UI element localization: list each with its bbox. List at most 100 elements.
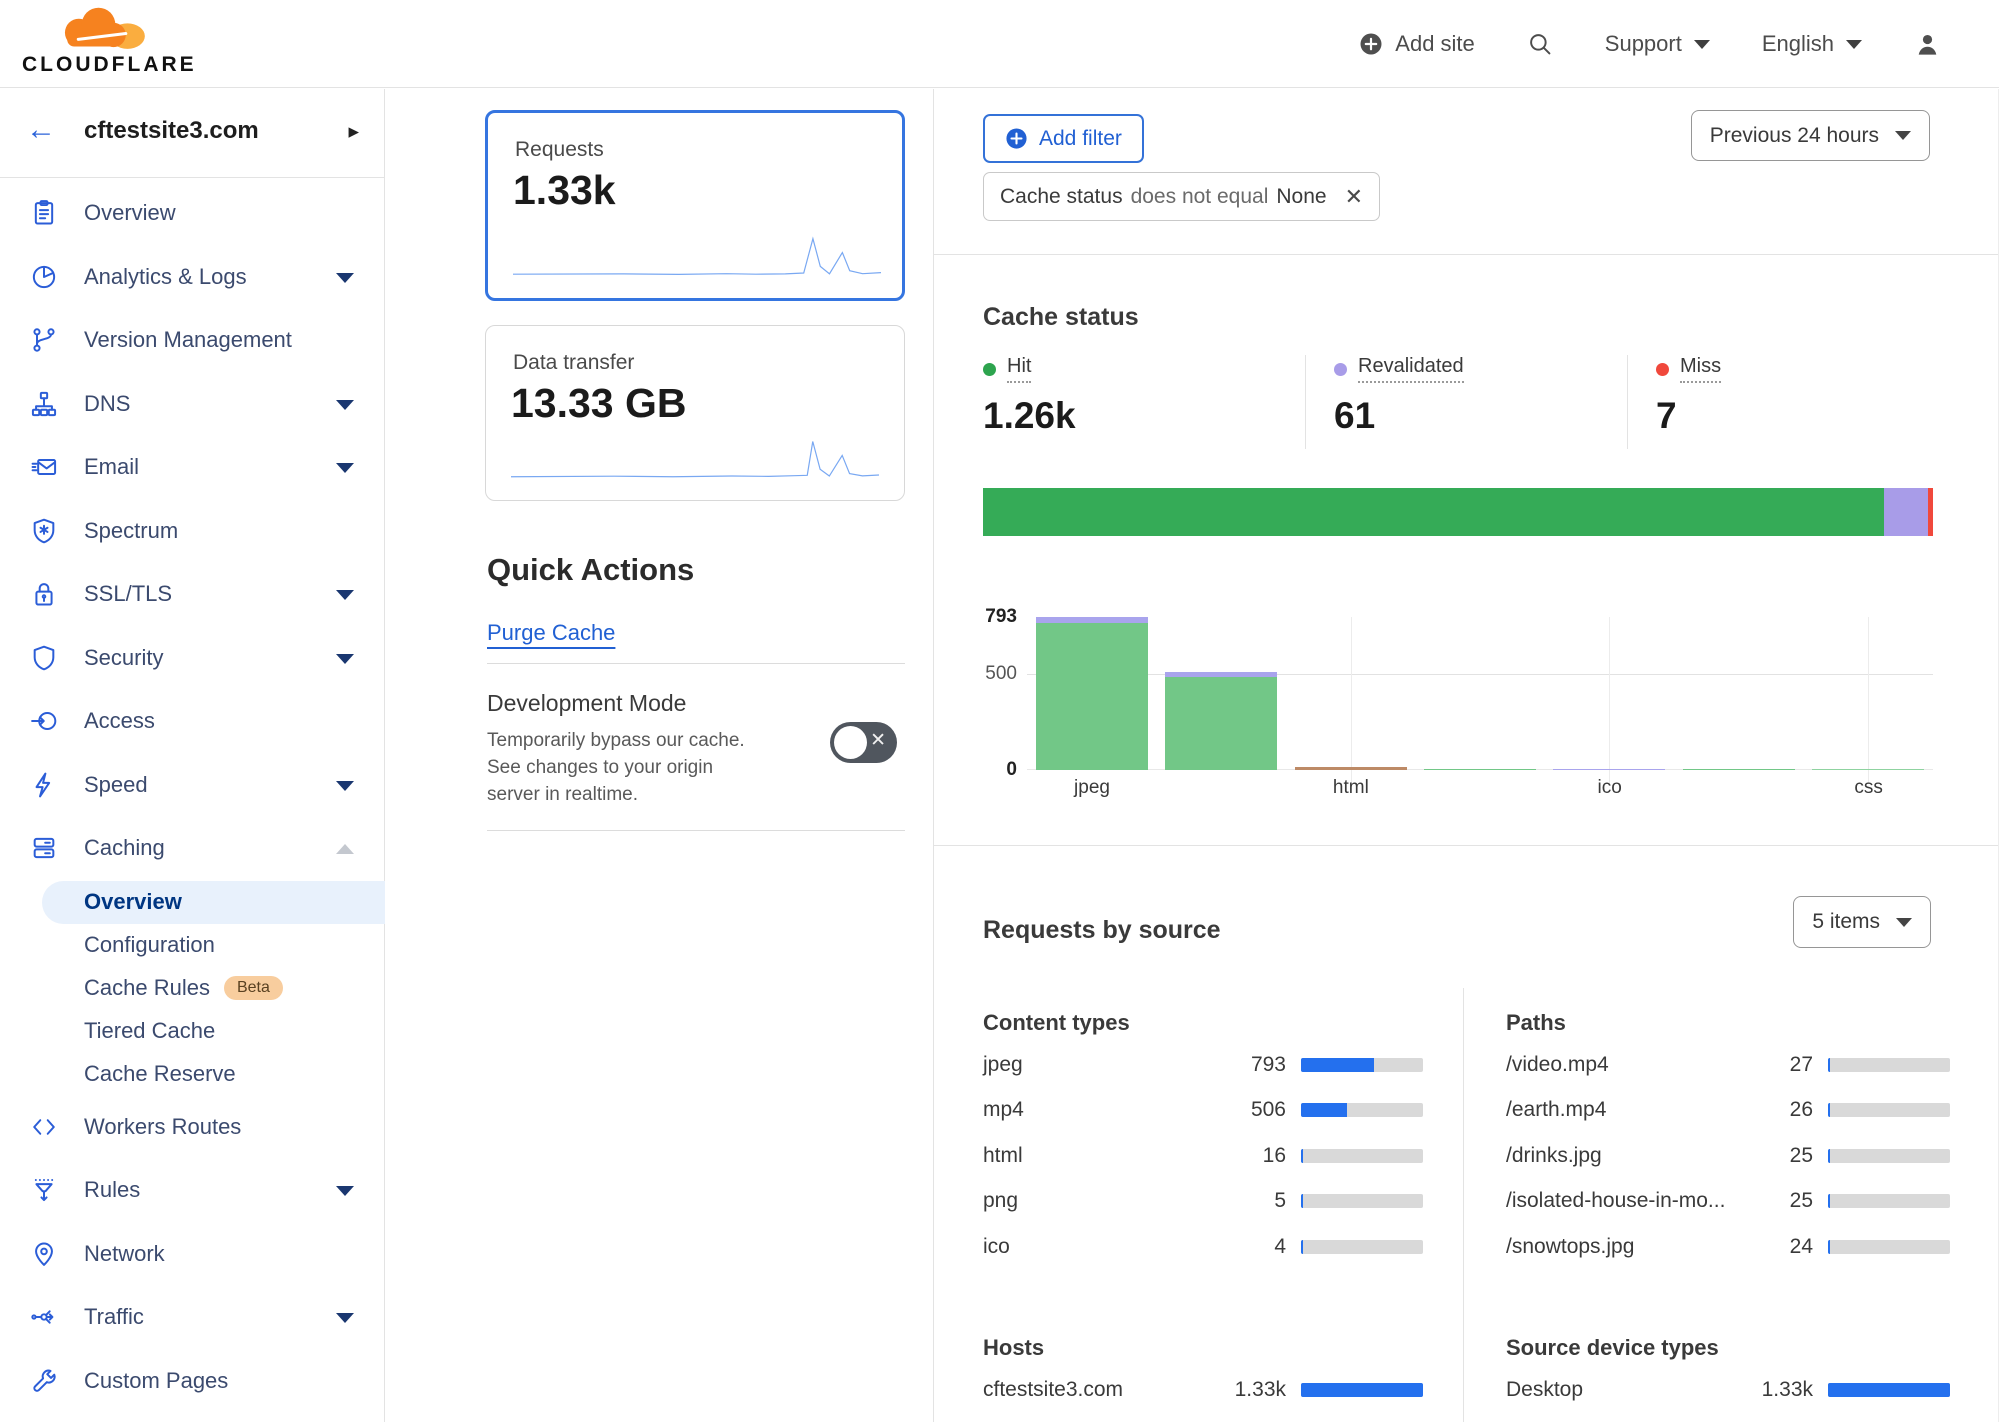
miss-value: 7 — [1656, 395, 1677, 436]
miss-label[interactable]: Miss — [1680, 355, 1722, 383]
cache-status-title: Cache status — [983, 303, 1139, 331]
sidebar-item-version-management[interactable]: Version Management — [0, 309, 384, 373]
cloudflare-logo[interactable]: CLOUDFLARE — [22, 6, 194, 77]
value-bar — [1301, 1057, 1423, 1072]
sidebar-item-ssl-tls[interactable]: SSL/TLS — [0, 563, 384, 627]
remove-filter-icon[interactable]: ✕ — [1344, 183, 1364, 209]
chevron-down-icon — [1895, 131, 1911, 140]
sidebar-item-security[interactable]: Security — [0, 627, 384, 691]
data-transfer-card[interactable]: Data transfer 13.33 GB — [485, 325, 905, 501]
bar-segment-hit — [1165, 677, 1278, 770]
envelope-icon — [30, 453, 58, 481]
data-transfer-card-label: Data transfer — [513, 351, 635, 374]
search-button[interactable] — [1527, 31, 1553, 57]
row-value: 1.33k — [1234, 1377, 1286, 1401]
funnel-icon — [30, 1176, 58, 1204]
chart-bar-5 — [1682, 768, 1795, 770]
sidebar-item-label: Rules — [84, 1177, 141, 1202]
sidebar-item-dns[interactable]: DNS — [0, 373, 384, 437]
revalidated-value: 61 — [1334, 395, 1376, 436]
value-bar — [1301, 1194, 1423, 1209]
search-icon — [1529, 34, 1551, 55]
value-bar — [1301, 1103, 1423, 1118]
table-row: /drinks.jpg 25 — [1506, 1133, 1950, 1179]
requests-card[interactable]: Requests 1.33k — [485, 110, 905, 301]
add-site-label: Add site — [1395, 31, 1475, 56]
top-header: CLOUDFLARE Add site Support English — [0, 0, 1999, 88]
hit-label[interactable]: Hit — [1007, 355, 1032, 383]
sidebar-subitem-cache-reserve[interactable]: Cache Reserve — [0, 1053, 384, 1096]
chevron-down-icon — [336, 1313, 354, 1323]
bar-segment-hit — [1812, 768, 1925, 770]
filter-chip[interactable]: Cache status does not equal None ✕ — [983, 172, 1381, 221]
row-label: /isolated-house-in-mo... — [1506, 1189, 1726, 1213]
header-menu: Add site Support English — [1359, 0, 1941, 88]
sidebar-subitem-overview[interactable]: Overview — [42, 880, 385, 924]
chevron-down-icon — [336, 780, 354, 791]
items-count-select[interactable]: 5 items — [1793, 896, 1931, 948]
sidebar-item-analytics-logs[interactable]: Analytics & Logs — [0, 246, 384, 310]
chevron-down-icon — [336, 463, 354, 473]
table-row: /snowtops.jpg 24 — [1506, 1224, 1950, 1270]
value-bar — [1301, 1382, 1423, 1397]
row-label: mp4 — [983, 1098, 1024, 1122]
sidebar-item-caching[interactable]: Caching — [0, 817, 384, 881]
sidebar-subitem-label: Overview — [84, 889, 182, 914]
sidebar-subitem-configuration[interactable]: Configuration — [0, 924, 384, 967]
sidebar-item-label: Network — [84, 1240, 165, 1266]
language-menu[interactable]: English — [1762, 31, 1862, 57]
back-arrow-icon[interactable]: ← — [26, 113, 56, 146]
table-title: Paths — [1506, 1010, 1566, 1035]
sidebar-item-rules[interactable]: Rules — [0, 1159, 384, 1223]
sidebar-item-workers-routes[interactable]: Workers Routes — [0, 1096, 384, 1160]
bar-segment-revalidated — [1553, 768, 1666, 770]
hosts-table: Hosts cftestsite3.com 1.33k — [983, 1313, 1423, 1413]
cache-status-bar-chart: 793 500 0 jpeg html ico css — [983, 606, 1933, 839]
sidebar-item-overview[interactable]: Overview — [0, 182, 384, 246]
chart-plot-area — [1027, 617, 1933, 784]
development-mode-toggle[interactable]: ✕ — [830, 722, 897, 763]
language-label: English — [1761, 31, 1834, 56]
gridline — [1350, 617, 1352, 784]
sidebar-item-access[interactable]: Access — [0, 690, 384, 754]
sidebar-item-label: Speed — [84, 771, 148, 797]
gridline — [1609, 617, 1611, 784]
sidebar-item-network[interactable]: Network — [0, 1223, 384, 1287]
bar-segment-revalidated — [1035, 617, 1148, 623]
row-value: 5 — [1274, 1189, 1286, 1213]
cache-status-legend: Hit 1.26k Revalidated 61 Miss 7 — [983, 355, 1950, 449]
sidebar-subitem-tiered-cache[interactable]: Tiered Cache — [0, 1010, 384, 1053]
sidebar-item-label: Traffic — [84, 1304, 144, 1329]
quick-actions-title: Quick Actions — [487, 552, 695, 587]
support-menu[interactable]: Support — [1605, 31, 1710, 57]
sidebar-item-spectrum[interactable]: Spectrum — [0, 500, 384, 564]
sidebar-item-label: Caching — [84, 835, 165, 860]
sidebar-nav: Overview Analytics & Logs Version Manageme… — [0, 178, 385, 1414]
chevron-down-icon — [1693, 39, 1710, 49]
sidebar-subitem-cache-rules[interactable]: Cache Rules Beta — [0, 967, 384, 1010]
cloudflare-cloud-icon — [64, 7, 145, 49]
add-filter-label: Add filter — [1039, 126, 1122, 150]
x-axis-label: jpeg — [1074, 777, 1110, 798]
purge-cache-link[interactable]: Purge Cache — [487, 620, 616, 645]
account-button[interactable] — [1914, 31, 1941, 58]
add-filter-button[interactable]: Add filter — [983, 114, 1144, 163]
table-row: jpeg 793 — [983, 1042, 1423, 1088]
time-range-select[interactable]: Previous 24 hours — [1690, 110, 1930, 161]
server-stack-icon — [30, 834, 58, 862]
row-value: 1.33k — [1761, 1377, 1813, 1401]
sidebar-item-speed[interactable]: Speed — [0, 754, 384, 818]
revalidated-label[interactable]: Revalidated — [1358, 355, 1464, 383]
chevron-right-icon[interactable]: ▸ — [348, 120, 359, 143]
row-label: ico — [983, 1234, 1010, 1258]
table-row: ico 4 — [983, 1224, 1423, 1270]
add-site-button[interactable]: Add site — [1359, 31, 1475, 57]
chevron-down-icon — [1896, 917, 1912, 927]
plus-circle-icon — [1006, 128, 1027, 149]
stacked-bar-segment-hit — [983, 488, 1885, 536]
tables-top: Content types jpeg 793 mp4 506 html 16 png 5 ico 4… — [983, 988, 1950, 1313]
sidebar-item-email[interactable]: Email — [0, 436, 384, 500]
sidebar-item-traffic[interactable]: Traffic — [0, 1286, 384, 1350]
sidebar-item-custom-pages[interactable]: Custom Pages — [0, 1350, 384, 1414]
paths-table: Paths/video.mp4 27/earth.mp4 26/drinks.jpg… — [1506, 988, 1950, 1270]
